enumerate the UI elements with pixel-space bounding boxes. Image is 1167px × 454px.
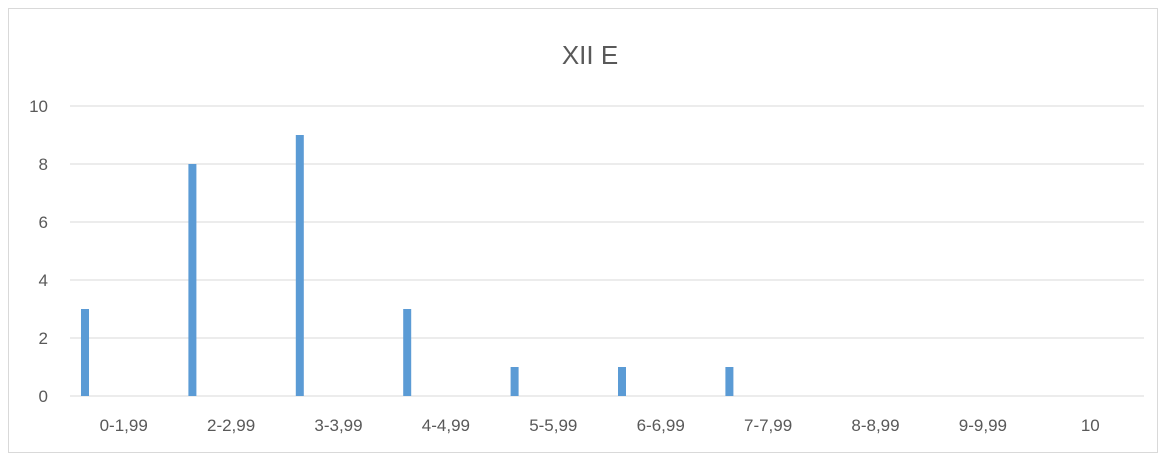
- bar-2-2,99: [188, 164, 197, 396]
- bar-6-6,99: [618, 367, 626, 396]
- bars: [81, 135, 734, 396]
- x-tick-label: 0-1,99: [100, 416, 148, 435]
- x-tick-label: 9-9,99: [959, 416, 1007, 435]
- x-tick-label: 3-3,99: [314, 416, 362, 435]
- y-axis: 0 2 4 6 8 10: [29, 97, 48, 406]
- x-tick-label: 6-6,99: [637, 416, 685, 435]
- y-tick-label: 8: [39, 155, 48, 174]
- x-tick-label: 8-8,99: [851, 416, 899, 435]
- x-tick-label: 10: [1081, 416, 1100, 435]
- gridlines: [70, 105, 1144, 397]
- bar-5-5,99: [510, 367, 519, 396]
- y-tick-label: 6: [39, 213, 48, 232]
- x-tick-label: 7-7,99: [744, 416, 792, 435]
- bar-0-1,99: [81, 309, 89, 396]
- y-tick-label: 2: [39, 329, 48, 348]
- y-tick-label: 0: [39, 387, 48, 406]
- x-tick-label: 4-4,99: [422, 416, 470, 435]
- y-tick-label: 4: [39, 271, 48, 290]
- chart-title: XII E: [562, 40, 618, 70]
- chart-frame: [8, 8, 1158, 453]
- bar-3-3,99: [295, 135, 304, 396]
- x-axis: 0-1,99 2-2,99 3-3,99 4-4,99 5-5,99 6-6,99 7-7,…: [100, 416, 1100, 435]
- x-tick-label: 2-2,99: [207, 416, 255, 435]
- bar-7-7,99: [725, 367, 734, 396]
- bar-4-4,99: [403, 309, 412, 396]
- x-tick-label: 5-5,99: [529, 416, 577, 435]
- y-tick-label: 10: [29, 97, 48, 116]
